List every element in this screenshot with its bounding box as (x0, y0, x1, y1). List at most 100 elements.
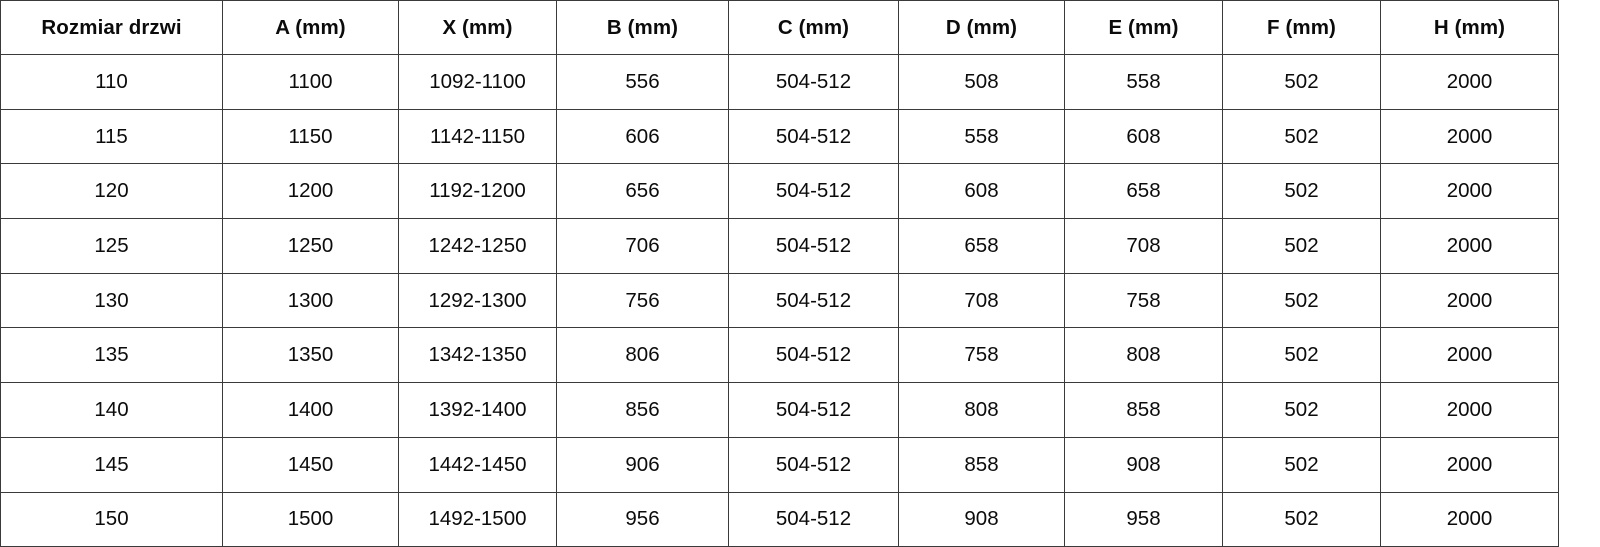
column-header-x: X (mm) (398, 0, 557, 55)
cell-e: 608 (1064, 108, 1223, 165)
table-header: Rozmiar drzwi A (mm) X (mm) B (mm) C (mm… (0, 0, 1559, 55)
cell-h: 2000 (1380, 108, 1559, 165)
cell-size: 110 (0, 54, 223, 110)
specification-table-container: Rozmiar drzwi A (mm) X (mm) B (mm) C (mm… (0, 0, 1559, 547)
cell-size: 150 (0, 491, 223, 547)
cell-x: 1092-1100 (398, 54, 557, 110)
cell-a: 1400 (222, 382, 399, 438)
cell-a: 1150 (222, 108, 399, 165)
column-header-h: H (mm) (1380, 0, 1559, 55)
column-header-f: F (mm) (1222, 0, 1381, 55)
table-row: 120 1200 1192-1200 656 504-512 608 658 5… (0, 163, 1559, 220)
cell-e: 658 (1064, 163, 1223, 220)
cell-d: 508 (898, 54, 1065, 110)
cell-size: 125 (0, 218, 223, 274)
cell-b: 706 (556, 218, 729, 274)
cell-c: 504-512 (728, 382, 899, 438)
cell-x: 1292-1300 (398, 272, 557, 329)
table-row: 140 1400 1392-1400 856 504-512 808 858 5… (0, 382, 1559, 438)
table-row: 145 1450 1442-1450 906 504-512 858 908 5… (0, 436, 1559, 493)
cell-size: 145 (0, 436, 223, 493)
cell-x: 1442-1450 (398, 436, 557, 493)
cell-b: 656 (556, 163, 729, 220)
cell-h: 2000 (1380, 327, 1559, 384)
cell-d: 858 (898, 436, 1065, 493)
table-row: 125 1250 1242-1250 706 504-512 658 708 5… (0, 218, 1559, 274)
cell-h: 2000 (1380, 54, 1559, 110)
cell-e: 858 (1064, 382, 1223, 438)
cell-e: 558 (1064, 54, 1223, 110)
column-header-c: C (mm) (728, 0, 899, 55)
cell-size: 120 (0, 163, 223, 220)
cell-h: 2000 (1380, 382, 1559, 438)
cell-h: 2000 (1380, 491, 1559, 547)
cell-c: 504-512 (728, 436, 899, 493)
table-header-row: Rozmiar drzwi A (mm) X (mm) B (mm) C (mm… (0, 0, 1559, 55)
cell-d: 708 (898, 272, 1065, 329)
cell-d: 808 (898, 382, 1065, 438)
cell-x: 1492-1500 (398, 491, 557, 547)
cell-c: 504-512 (728, 491, 899, 547)
column-header-e: E (mm) (1064, 0, 1223, 55)
cell-b: 606 (556, 108, 729, 165)
cell-d: 658 (898, 218, 1065, 274)
cell-d: 908 (898, 491, 1065, 547)
cell-e: 708 (1064, 218, 1223, 274)
cell-b: 956 (556, 491, 729, 547)
table-body: 110 1100 1092-1100 556 504-512 508 558 5… (0, 54, 1559, 547)
cell-h: 2000 (1380, 272, 1559, 329)
cell-x: 1342-1350 (398, 327, 557, 384)
cell-a: 1300 (222, 272, 399, 329)
cell-f: 502 (1222, 382, 1381, 438)
cell-a: 1450 (222, 436, 399, 493)
cell-x: 1392-1400 (398, 382, 557, 438)
cell-b: 756 (556, 272, 729, 329)
cell-e: 808 (1064, 327, 1223, 384)
cell-d: 758 (898, 327, 1065, 384)
cell-x: 1242-1250 (398, 218, 557, 274)
cell-x: 1192-1200 (398, 163, 557, 220)
cell-c: 504-512 (728, 327, 899, 384)
column-header-b: B (mm) (556, 0, 729, 55)
cell-c: 504-512 (728, 54, 899, 110)
cell-f: 502 (1222, 218, 1381, 274)
table-row: 115 1150 1142-1150 606 504-512 558 608 5… (0, 108, 1559, 165)
cell-e: 958 (1064, 491, 1223, 547)
cell-x: 1142-1150 (398, 108, 557, 165)
cell-d: 558 (898, 108, 1065, 165)
cell-a: 1500 (222, 491, 399, 547)
cell-f: 502 (1222, 327, 1381, 384)
cell-f: 502 (1222, 108, 1381, 165)
cell-f: 502 (1222, 54, 1381, 110)
cell-b: 906 (556, 436, 729, 493)
cell-f: 502 (1222, 491, 1381, 547)
cell-size: 135 (0, 327, 223, 384)
column-header-rozmiar-drzwi: Rozmiar drzwi (0, 0, 223, 55)
cell-h: 2000 (1380, 436, 1559, 493)
cell-size: 115 (0, 108, 223, 165)
cell-h: 2000 (1380, 218, 1559, 274)
cell-f: 502 (1222, 163, 1381, 220)
cell-size: 140 (0, 382, 223, 438)
cell-e: 758 (1064, 272, 1223, 329)
door-size-specification-table: Rozmiar drzwi A (mm) X (mm) B (mm) C (mm… (0, 0, 1559, 547)
table-row: 130 1300 1292-1300 756 504-512 708 758 5… (0, 272, 1559, 329)
cell-f: 502 (1222, 436, 1381, 493)
cell-f: 502 (1222, 272, 1381, 329)
cell-c: 504-512 (728, 218, 899, 274)
cell-c: 504-512 (728, 163, 899, 220)
cell-h: 2000 (1380, 163, 1559, 220)
cell-c: 504-512 (728, 272, 899, 329)
cell-a: 1250 (222, 218, 399, 274)
table-row: 150 1500 1492-1500 956 504-512 908 958 5… (0, 491, 1559, 547)
cell-a: 1100 (222, 54, 399, 110)
cell-a: 1200 (222, 163, 399, 220)
column-header-d: D (mm) (898, 0, 1065, 55)
cell-size: 130 (0, 272, 223, 329)
cell-b: 806 (556, 327, 729, 384)
cell-d: 608 (898, 163, 1065, 220)
table-row: 135 1350 1342-1350 806 504-512 758 808 5… (0, 327, 1559, 384)
cell-e: 908 (1064, 436, 1223, 493)
table-row: 110 1100 1092-1100 556 504-512 508 558 5… (0, 54, 1559, 110)
column-header-a: A (mm) (222, 0, 399, 55)
